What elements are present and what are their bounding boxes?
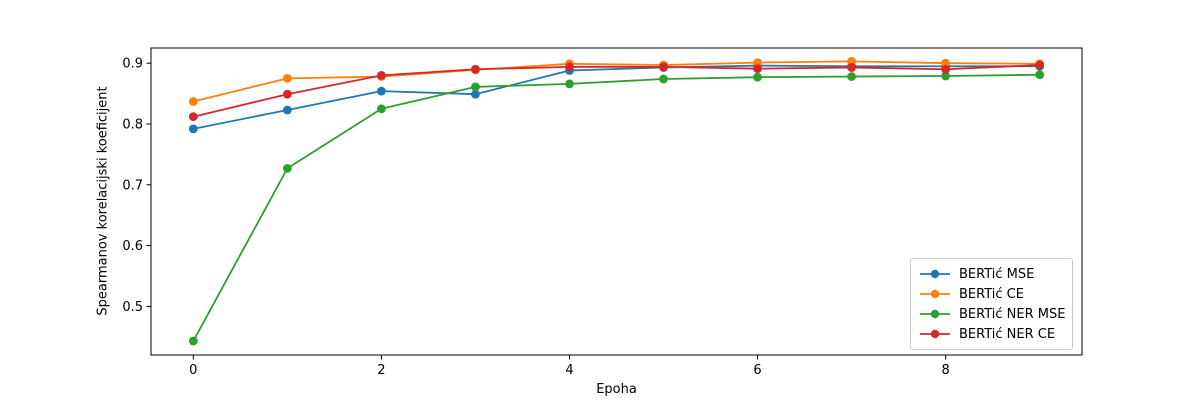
y-axis-label: Spearmanov korelacijski koeficijent: [95, 86, 111, 316]
data-point: [471, 82, 480, 92]
data-point: [282, 89, 292, 99]
series-line: [192, 60, 1041, 103]
legend-label: BERTić CE: [959, 286, 1024, 302]
y-tick-label: 0.5: [122, 300, 143, 315]
data-point: [471, 64, 480, 74]
legend-item: BERTić NER MSE: [920, 304, 1066, 324]
data-point: [847, 63, 857, 72]
x-tick-label: 8: [942, 363, 950, 378]
y-tick-label: 0.6: [122, 239, 143, 254]
y-tick-label: 0.9: [122, 57, 143, 72]
series-line: [192, 64, 1041, 118]
data-point: [659, 74, 668, 84]
data-point: [847, 72, 857, 81]
legend-item: BERTić CE: [920, 284, 1063, 304]
data-point: [941, 58, 951, 68]
x-tick-label: 6: [753, 363, 761, 378]
data-point: [565, 79, 574, 89]
data-point: [376, 86, 386, 96]
y-tick-label: 0.7: [122, 178, 143, 193]
series: [188, 70, 1045, 346]
data-point: [188, 112, 198, 122]
x-tick-label: 2: [377, 363, 385, 378]
data-point: [188, 124, 198, 134]
series-line: [192, 64, 1041, 130]
data-point: [941, 64, 951, 74]
data-point: [1035, 60, 1045, 70]
legend-label: BERTić NER MSE: [959, 306, 1066, 322]
legend-line-marker-icon: [920, 289, 950, 299]
data-point: [282, 73, 292, 83]
data-point: [282, 163, 292, 173]
legend-label: BERTić MSE: [959, 266, 1035, 282]
x-tick-label: 0: [189, 363, 197, 378]
series-line: [192, 73, 1041, 342]
data-point: [376, 104, 386, 114]
legend-line-marker-icon: [920, 309, 950, 319]
data-point: [753, 64, 762, 74]
legend-item: BERTić NER CE: [920, 324, 1063, 344]
legend-item: BERTić MSE: [920, 264, 1063, 284]
x-tick-label: 4: [565, 363, 573, 378]
data-point: [471, 89, 480, 99]
data-point: [659, 62, 668, 72]
data-point: [565, 62, 574, 72]
data-point: [941, 71, 951, 81]
legend: BERTić MSE BERTić CE BERTić NER MSE BERT…: [910, 258, 1073, 350]
data-point: [376, 70, 386, 80]
data-point: [753, 72, 762, 82]
legend-label: BERTić NER CE: [959, 326, 1056, 342]
x-axis-label: Epoha: [596, 382, 637, 397]
data-point: [1035, 70, 1045, 80]
series: [188, 60, 1045, 122]
data-point: [188, 97, 198, 106]
legend-line-marker-icon: [920, 269, 950, 279]
data-point: [753, 58, 762, 67]
plot-border: [150, 47, 1083, 356]
series: [188, 61, 1045, 134]
data-point: [847, 56, 857, 66]
y-tick-label: 0.8: [122, 117, 143, 132]
data-point: [188, 336, 198, 346]
legend-line-marker-icon: [920, 329, 950, 339]
data-point: [282, 105, 292, 115]
